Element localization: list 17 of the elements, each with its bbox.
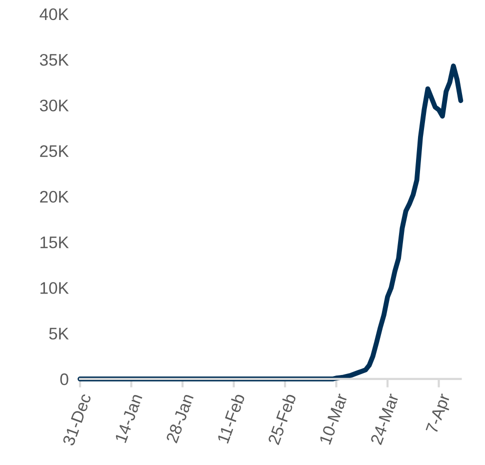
y-tick-label: 25K	[40, 145, 69, 158]
y-tick-label: 15K	[40, 236, 69, 248]
x-tick-label: 7-Apr	[426, 392, 454, 435]
y-tick-label: 10K	[40, 282, 69, 294]
y-tick-label: 20K	[40, 190, 69, 203]
y-tick-label: 35K	[40, 54, 69, 66]
y-tick-label: 5K	[49, 328, 69, 340]
y-tick-label: 40K	[40, 8, 69, 20]
x-tick-label: 14-Jan	[114, 393, 142, 444]
x-tick-label: 28-Jan	[166, 393, 194, 444]
x-tick-label: 31-Dec	[62, 392, 92, 446]
x-tick-label: 24-Mar	[370, 392, 399, 446]
x-tick-label: 11-Feb	[216, 392, 246, 444]
x-tick-label: 25-Feb	[267, 392, 296, 446]
y-tick-label: 0	[60, 373, 68, 386]
y-tick-label: 30K	[40, 100, 69, 112]
x-tick-label: 10-Mar	[319, 392, 348, 445]
